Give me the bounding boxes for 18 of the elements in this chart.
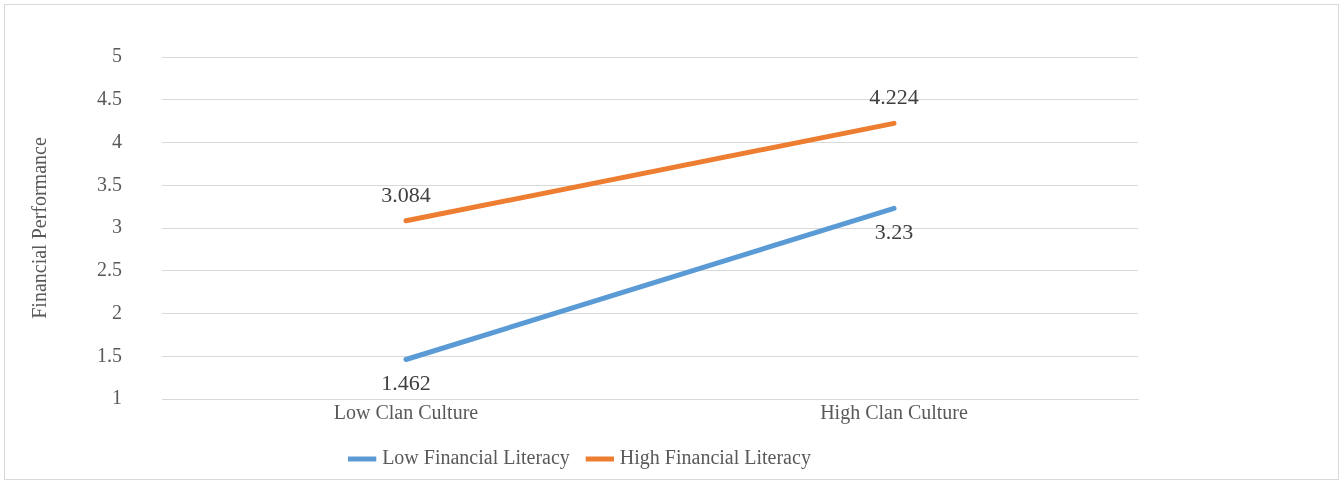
- y-tick-label: 3: [112, 215, 122, 238]
- x-tick-label: High Clan Culture: [820, 401, 968, 425]
- y-tick-label: 3.5: [97, 172, 122, 195]
- y-tick-label: 4.5: [97, 87, 122, 109]
- y-tick-label: 1.5: [97, 343, 122, 366]
- legend-label: Low Financial Literacy: [382, 446, 570, 470]
- y-tick-label: 4: [112, 129, 122, 152]
- legend-label: High Financial Literacy: [619, 446, 811, 470]
- data-label: 4.224: [869, 84, 919, 110]
- y-tick-label: 5: [112, 44, 122, 67]
- y-tick-label: 1: [112, 386, 122, 409]
- x-tick-label: Low Clan Culture: [333, 401, 479, 424]
- data-label: 1.462: [381, 370, 431, 396]
- data-label: 3.23: [874, 219, 914, 245]
- y-axis-title: Financial Performance: [28, 137, 51, 319]
- data-label: 3.084: [381, 181, 431, 207]
- y-tick-label: 2: [112, 300, 122, 323]
- y-tick-label: 2.5: [97, 258, 122, 280]
